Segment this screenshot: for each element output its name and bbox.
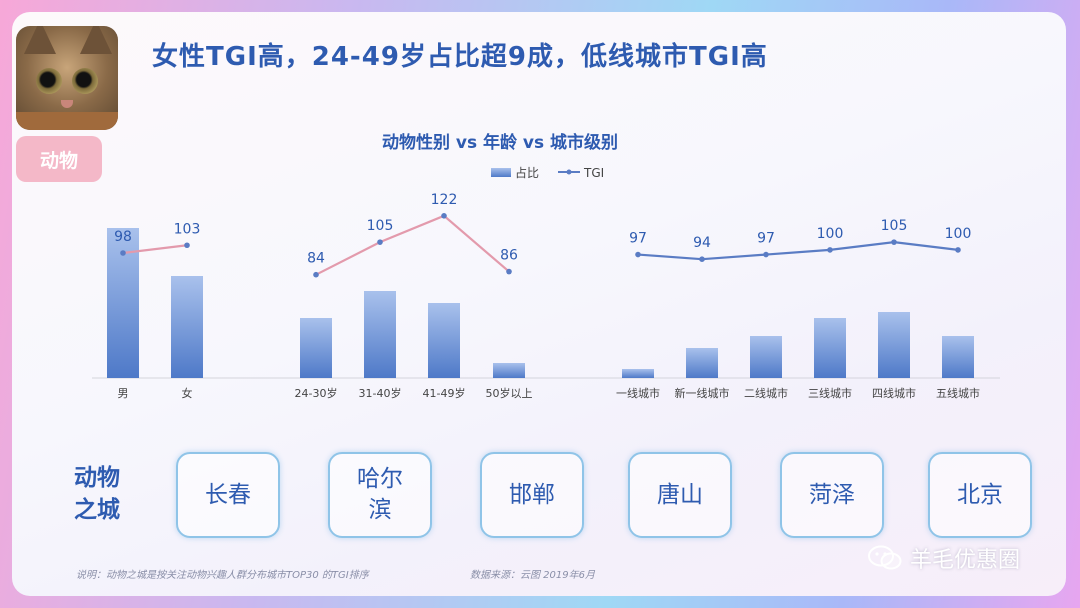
tgi-point — [441, 213, 447, 219]
city-name: 唐山 — [657, 481, 703, 508]
cat-ear-right — [80, 26, 112, 54]
legend-bar-label: 占比 — [515, 165, 539, 180]
data-source: 数据来源：云图 2019年6月 — [470, 570, 595, 581]
city-name-cont: 滨 — [368, 497, 392, 523]
cities-heading-line1: 动物 — [74, 465, 120, 491]
page-title: 女性TGI高，24-49岁占比超9成，低线城市TGI高 — [152, 42, 768, 72]
city-name: 长春 — [205, 481, 251, 508]
city-card-2: 哈尔 滨 — [328, 452, 432, 538]
bar-age-3 — [493, 363, 525, 378]
tgi-data-label: 86 — [500, 248, 518, 264]
tgi-data-label: 122 — [431, 192, 458, 208]
tgi-point — [313, 271, 319, 278]
tgi-data-label: 100 — [817, 226, 844, 242]
legend-line-label: TGI — [583, 166, 604, 180]
tgi-point — [120, 250, 126, 256]
x-tick-label: 41-49岁 — [423, 386, 466, 400]
x-tick-label: 女 — [182, 386, 193, 400]
x-tick-label: 五线城市 — [936, 386, 980, 400]
tgi-data-label: 97 — [629, 231, 647, 247]
city-card-3: 邯郸 — [480, 452, 584, 538]
x-tick-label: 50岁以上 — [486, 386, 533, 400]
city-card-6: 北京 — [928, 452, 1032, 538]
legend-line-marker — [566, 169, 572, 175]
x-tick-label: 男 — [118, 387, 129, 400]
x-tick-label: 一线城市 — [616, 386, 660, 400]
tgi-data-label: 84 — [307, 251, 325, 267]
tgi-line-gender — [122, 244, 188, 255]
cat-table — [16, 112, 118, 130]
bar-age-1 — [364, 291, 396, 378]
tgi-point — [377, 239, 383, 245]
bar-city_tier-3 — [814, 318, 846, 378]
wechat-icon — [868, 545, 902, 570]
tgi-point — [827, 247, 833, 253]
tgi-line-city_tier — [637, 241, 959, 261]
x-tick-label: 31-40岁 — [359, 386, 402, 400]
tgi-point — [891, 239, 897, 245]
footnote: 说明：动物之城是按关注动物兴趣人群分布城市TOP30 的TGI排序 — [76, 570, 369, 581]
tgi-data-label: 98 — [114, 229, 132, 245]
bar-city_tier-0 — [622, 369, 654, 378]
legend-bar-swatch — [491, 168, 511, 177]
tgi-data-label: 103 — [174, 221, 201, 237]
city-name: 邯郸 — [509, 481, 555, 508]
bar-age-0 — [300, 318, 332, 378]
bar-city_tier-1 — [686, 348, 718, 378]
city-card-1: 长春 — [176, 452, 280, 538]
tgi-point — [184, 242, 190, 249]
bar-age-2 — [428, 303, 460, 378]
bar-city_tier-5 — [942, 336, 974, 378]
city-name: 菏泽 — [809, 481, 855, 508]
chart-title: 动物性别 vs 年龄 vs 城市级别 — [381, 133, 619, 153]
x-tick-label: 新一线城市 — [675, 386, 730, 400]
chart-legend: 占比 TGI — [491, 165, 604, 180]
cat-ear-left — [24, 26, 56, 54]
cat-nose — [61, 100, 73, 108]
cities-heading: 动物 之城 — [74, 462, 120, 526]
bar-city_tier-2 — [750, 336, 782, 378]
x-tick-label: 三线城市 — [808, 386, 852, 400]
cities-heading-line2: 之城 — [74, 497, 120, 523]
combo-chart: 占比 TGI 男 女 98 103 24-30岁 31-40岁 41-49岁 50岁以上 84 1… — [92, 165, 1000, 400]
cat-eye-left — [36, 68, 62, 94]
tgi-point — [955, 247, 961, 253]
tgi-data-label: 105 — [881, 218, 908, 234]
tgi-data-label: 100 — [945, 226, 972, 242]
tgi-line-age — [315, 214, 510, 276]
bar-gender-1 — [171, 276, 203, 378]
city-card-5: 菏泽 — [780, 452, 884, 538]
city-name: 北京 — [957, 481, 1003, 508]
category-tag: 动物 — [16, 136, 102, 182]
tgi-data-label: 97 — [757, 231, 775, 247]
x-tick-label: 二线城市 — [744, 386, 788, 400]
bar-city_tier-4 — [878, 312, 910, 378]
city-card-4: 唐山 — [628, 452, 732, 538]
tgi-point — [699, 256, 705, 263]
cat-eye-right — [72, 68, 98, 94]
x-tick-label: 24-30岁 — [295, 386, 338, 400]
tgi-point — [506, 268, 512, 275]
watermark-text: 羊毛优惠圈 — [910, 548, 1021, 573]
tgi-point — [763, 251, 769, 258]
watermark: 羊毛优惠圈 — [868, 542, 1020, 574]
cat-avatar — [16, 26, 118, 130]
x-tick-label: 四线城市 — [872, 386, 916, 400]
city-name: 哈尔 — [357, 466, 403, 492]
tgi-data-label: 94 — [693, 235, 711, 251]
tgi-data-label: 105 — [367, 218, 394, 234]
tgi-point — [635, 251, 641, 258]
